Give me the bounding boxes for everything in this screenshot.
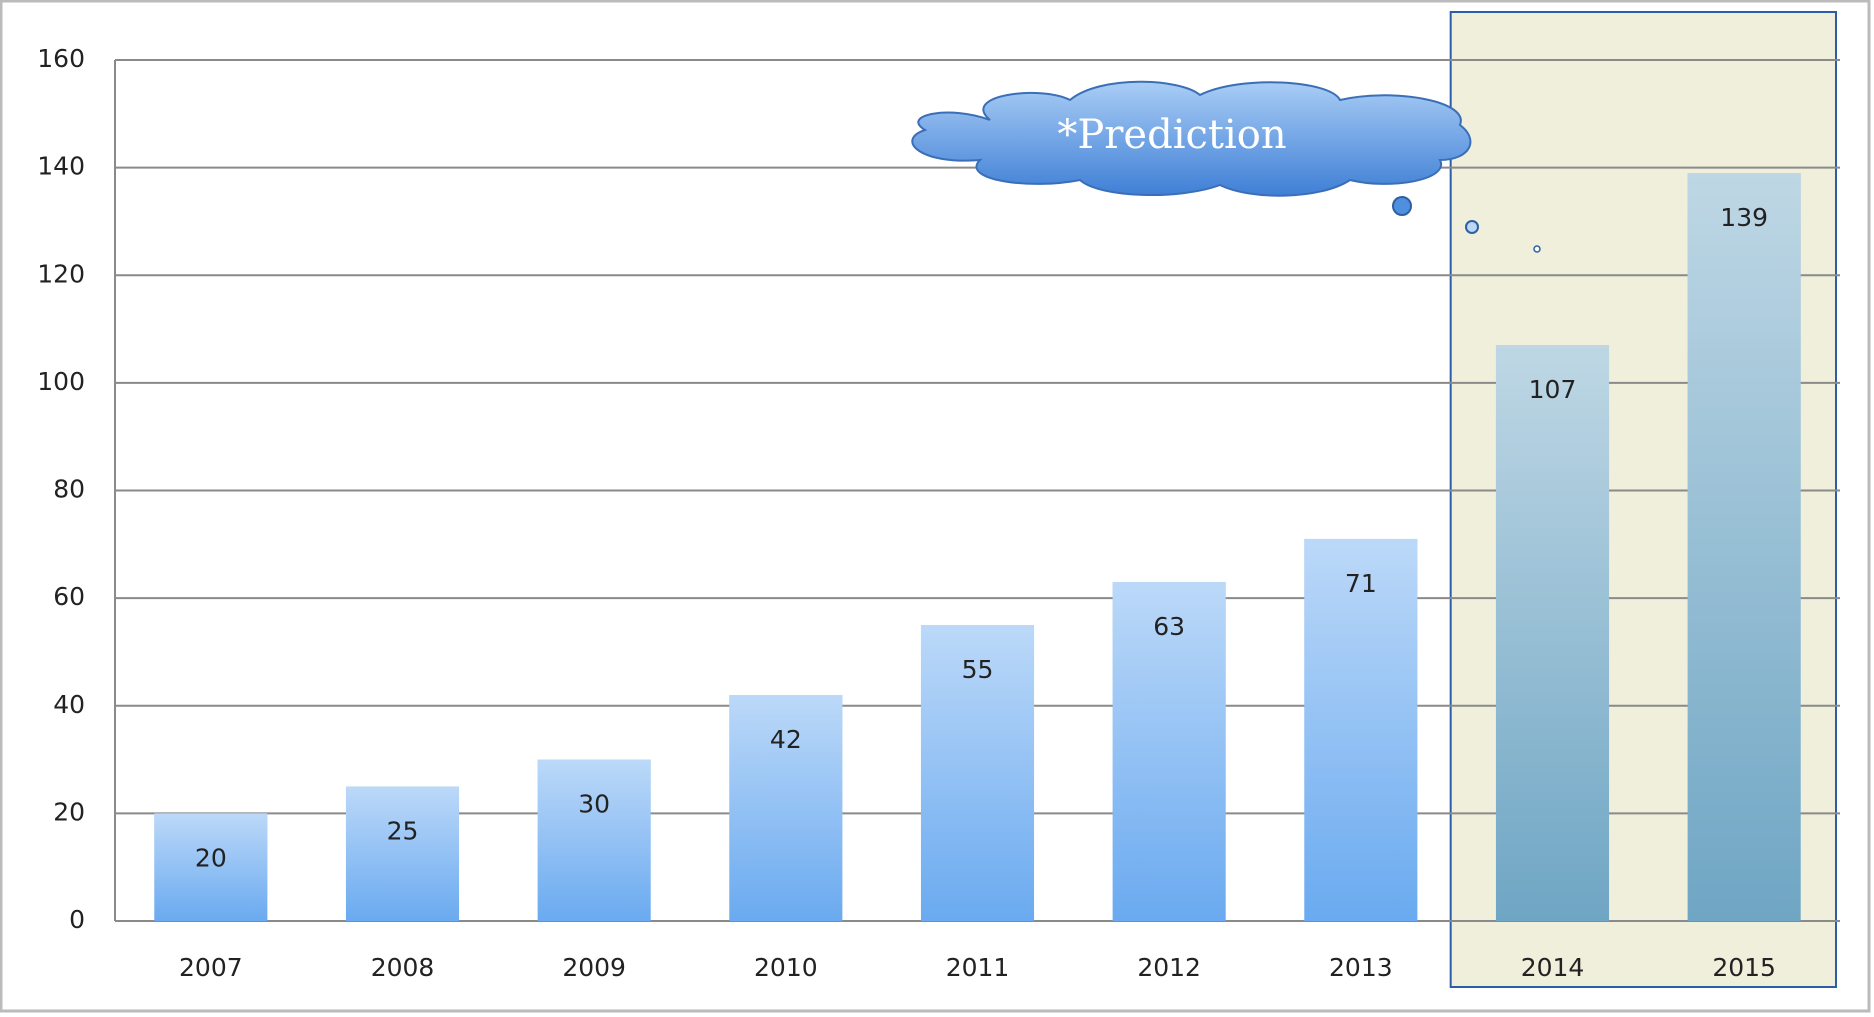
x-tick-label: 2009 (562, 953, 626, 982)
bar-shine (1687, 173, 1801, 922)
y-tick-label: 0 (69, 905, 85, 934)
y-tick-label: 40 (53, 690, 85, 719)
y-tick-label: 80 (53, 475, 85, 504)
y-tick-label: 100 (37, 367, 85, 396)
y-tick-label: 60 (53, 582, 85, 611)
bar-shine (1112, 581, 1226, 921)
bar-shine (537, 759, 651, 921)
value-label: 20 (195, 843, 227, 872)
x-tick-label: 2008 (371, 953, 435, 982)
y-tick-label: 140 (37, 152, 85, 181)
value-label: 107 (1529, 375, 1577, 404)
bar-shine (1304, 538, 1418, 921)
callout: *Prediction (911, 80, 1541, 253)
cloud-bubble (1392, 196, 1412, 216)
x-tick-label: 2007 (179, 953, 243, 982)
value-label: 55 (962, 655, 994, 684)
x-tick-label: 2015 (1712, 953, 1776, 982)
value-label: 25 (387, 816, 419, 845)
bar-shine (920, 625, 1035, 921)
x-tick-label: 2010 (754, 953, 818, 982)
cloud (911, 80, 1472, 197)
x-tick-label: 2011 (946, 953, 1010, 982)
cloud-bubble (1465, 220, 1479, 234)
value-label: 71 (1345, 569, 1377, 598)
y-tick-label: 120 (37, 259, 85, 288)
bar-shine (154, 813, 268, 921)
annotation: *Prediction (1057, 112, 1286, 158)
y-tick-label: 20 (53, 797, 85, 826)
x-tick-label: 2014 (1521, 953, 1585, 982)
bar-shine (1495, 345, 1610, 921)
y-tick-label: 160 (37, 44, 85, 73)
bar-shine (345, 786, 460, 921)
value-label: 139 (1720, 203, 1768, 232)
x-tick-label: 2013 (1329, 953, 1393, 982)
value-label: 30 (578, 790, 610, 819)
value-label: 63 (1153, 612, 1185, 641)
value-label: 42 (770, 725, 802, 754)
x-tick-label: 2012 (1137, 953, 1201, 982)
bar-shine (729, 694, 843, 921)
cloud-bubble (1533, 245, 1541, 253)
